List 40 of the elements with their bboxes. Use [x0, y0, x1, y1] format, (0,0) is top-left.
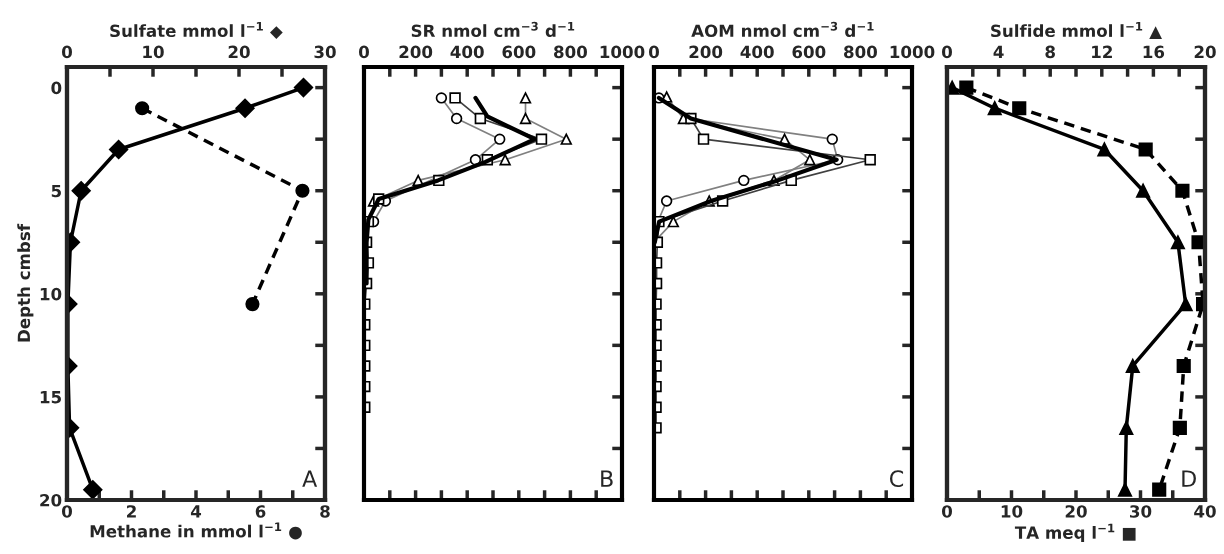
x-tick-label: 8: [320, 505, 330, 518]
x2-tick-label: 16: [1143, 45, 1165, 59]
x-axis-title: Methane in mmol l$^{−1}$ ●: [90, 522, 302, 540]
x2-axis-title: Sulfide mmol l$^{−1}$ ▲: [991, 21, 1162, 39]
x-tick-label: 10: [1001, 505, 1023, 518]
y-axis-title: Depth cmbsf: [17, 223, 34, 342]
x2-axis-title: Sulfate mmol l$^{−1}$ ◆: [110, 21, 283, 39]
x-tick-label: 6: [255, 505, 266, 518]
annotation: D: [1182, 470, 1196, 487]
annotation: C: [889, 470, 904, 488]
x-axis-title: AOM nmol cm$^{−3}$ d$^{−1}$: [691, 21, 874, 38]
x-tick-label: 4: [190, 505, 202, 518]
x-tick-label: 0: [359, 45, 369, 59]
y-tick-label: 20: [40, 493, 62, 507]
x-axis-title: TA meq l$^{−1}$ ■: [1014, 523, 1136, 543]
x-tick-label: 600: [502, 45, 536, 59]
x-tick-label: 0: [62, 505, 72, 518]
x-tick-label: 800: [554, 45, 587, 59]
x-tick-label: 2: [127, 505, 136, 518]
x-tick-label: 800: [844, 45, 877, 59]
x-tick-label: 40: [1194, 505, 1216, 518]
x-tick-label: 20: [1065, 505, 1087, 518]
annotation: A: [302, 470, 318, 487]
x-tick-label: 1000: [890, 45, 935, 59]
annotation: B: [601, 470, 613, 487]
y-tick-label: 0: [51, 81, 62, 95]
x-tick-label: 400: [740, 45, 774, 59]
y-tick-label: 15: [40, 391, 61, 404]
x-tick-label: 600: [792, 45, 826, 59]
x2-tick-label: 12: [1092, 45, 1112, 58]
x-tick-label: 1000: [600, 45, 645, 59]
x-tick-label: 400: [450, 45, 484, 59]
x-tick-label: 200: [399, 45, 433, 59]
x-axis-title: SR nmol cm$^{−3}$ d$^{−1}$: [411, 21, 575, 38]
x-tick-label: 0: [942, 505, 952, 518]
x-tick-label: 0: [649, 45, 659, 59]
y-tick-label: 10: [40, 287, 62, 301]
x-tick-label: 30: [1130, 505, 1152, 518]
x-tick-label: 200: [689, 45, 723, 59]
y-tick-label: 5: [51, 184, 61, 198]
